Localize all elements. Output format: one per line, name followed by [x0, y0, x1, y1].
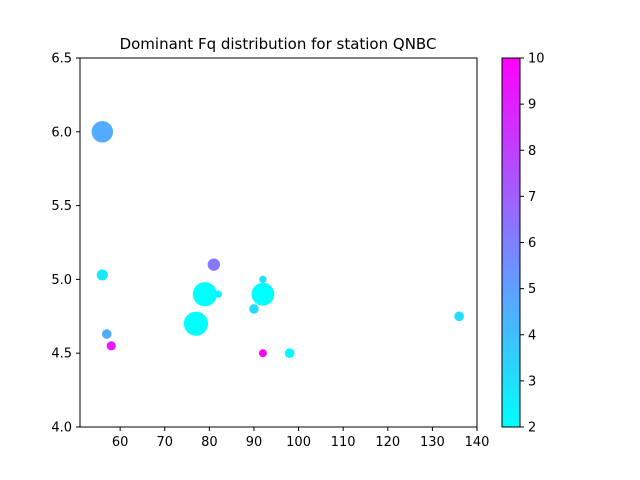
y-tick-label-3: 5.5: [51, 199, 72, 214]
scatter-point-10: [251, 282, 275, 306]
scatter-point-5: [192, 282, 217, 307]
colorbar-tick-label-6: 8: [528, 144, 536, 159]
scatter-point-0: [91, 121, 114, 143]
y-axis: 4.0 4.5 5.0 5.5 6.0 6.5: [51, 52, 80, 436]
x-axis: 60 70 80 90 100 110 120 130 140: [112, 427, 490, 450]
points-layer: [91, 121, 464, 359]
colorbar-tick-label-3: 5: [528, 282, 536, 297]
y-tick-label-5: 6.5: [51, 52, 72, 67]
scatter-point-12: [284, 348, 295, 359]
colorbar-tick-label-7: 9: [528, 98, 536, 113]
x-tick-label-0: 60: [112, 435, 129, 450]
scatter-point-6: [207, 258, 221, 271]
y-tick-label-2: 5.0: [51, 273, 72, 288]
colorbar: [501, 57, 521, 428]
x-tick-label-2: 80: [201, 435, 218, 450]
colorbar-tick-label-4: 6: [528, 236, 536, 251]
y-tick-label-0: 4.0: [51, 421, 72, 436]
colorbar-tick-label-8: 10: [528, 52, 545, 67]
scatter-point-7: [214, 290, 222, 298]
colorbar-tick-label-1: 3: [528, 374, 536, 389]
x-tick-label-6: 120: [375, 435, 400, 450]
x-tick-label-5: 110: [331, 435, 356, 450]
scatter-point-9: [259, 275, 267, 284]
colorbar-tick-label-5: 7: [528, 190, 536, 205]
scatter-point-13: [454, 311, 464, 322]
scatter-point-2: [101, 329, 112, 339]
colorbar-tick-label-0: 2: [528, 421, 536, 436]
y-tick-label-4: 6.0: [51, 125, 72, 140]
colorbar-tick-label-2: 4: [528, 328, 536, 343]
scatter-point-4: [183, 311, 209, 336]
y-tick-label-1: 4.5: [51, 347, 72, 362]
x-tick-label-1: 70: [156, 435, 173, 450]
chart-title: Dominant Fq distribution for station QNB…: [120, 35, 437, 53]
plot-frame: [79, 57, 478, 428]
colorbar-axis: 2 3 4 5 6 7 8 9 10: [520, 52, 545, 436]
x-tick-label-7: 130: [420, 435, 445, 450]
x-tick-label-8: 140: [465, 435, 490, 450]
scatter-point-11: [258, 349, 267, 358]
x-tick-label-3: 90: [246, 435, 263, 450]
scatter-point-1: [96, 269, 108, 281]
scatter-point-3: [106, 341, 116, 351]
x-tick-label-4: 100: [286, 435, 311, 450]
scatter-point-8: [249, 304, 259, 314]
